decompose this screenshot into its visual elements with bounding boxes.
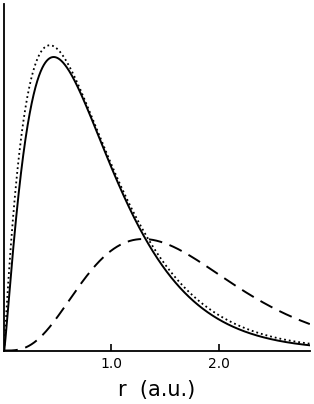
X-axis label: r  (a.u.): r (a.u.)	[118, 380, 196, 400]
